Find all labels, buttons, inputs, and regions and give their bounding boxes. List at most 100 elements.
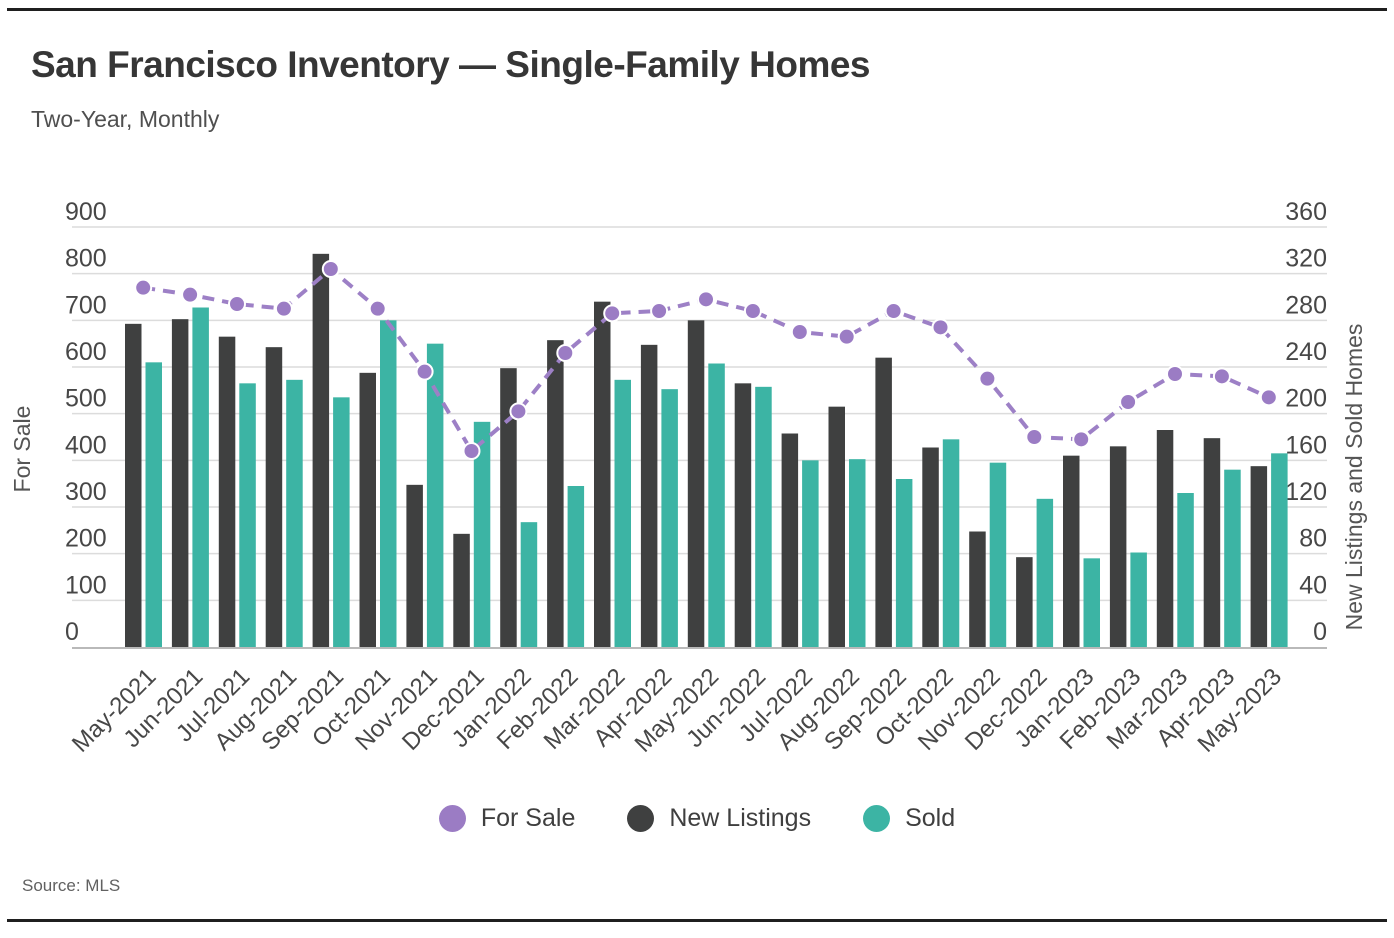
bottom-border-line [7, 919, 1387, 922]
for-sale-marker-Sep-2021 [321, 260, 340, 278]
for-sale-marker-Dec-2022 [1025, 428, 1044, 446]
bar-new-listings-May-2023 [1250, 466, 1268, 647]
bar-new-listings-Apr-2022 [640, 344, 658, 647]
bar-sold-Jan-2023 [1083, 558, 1100, 647]
for-sale-markers [134, 260, 1278, 460]
bar-sold-Mar-2023 [1177, 493, 1194, 647]
x-axis-labels: May-2021Jun-2021Jul-2021Aug-2021Sep-2021… [67, 663, 1287, 758]
for-sale-marker-Nov-2022 [978, 369, 997, 388]
for-sale-marker-Mar-2022 [603, 304, 622, 323]
bar-new-listings-Jun-2022 [734, 383, 752, 647]
bar-sold-Sep-2021 [333, 397, 350, 647]
bar-sold-Feb-2023 [1130, 552, 1147, 647]
y-tick-right: 200 [1285, 385, 1327, 413]
y-axis-left-labels: 900 800 700 600 500 400 300 200 100 0 [65, 198, 107, 646]
y-tick-right: 40 [1299, 571, 1327, 599]
bar-sold-Jan-2022 [520, 522, 538, 647]
bar-new-listings-Mar-2022 [594, 301, 611, 647]
for-sale-marker-Aug-2022 [837, 327, 856, 346]
y-tick-right: 280 [1285, 291, 1327, 319]
y-tick-left: 800 [65, 245, 107, 273]
bar-new-listings-Jan-2022 [500, 368, 517, 647]
bar-new-listings-Feb-2022 [547, 340, 564, 647]
bars-new-listings [125, 253, 1268, 648]
legend-item-sold: Sold [863, 804, 955, 833]
for-sale-marker-Apr-2023 [1212, 367, 1231, 386]
y-tick-right: 360 [1285, 198, 1327, 226]
for-sale-marker-Aug-2021 [274, 299, 293, 318]
y-tick-left: 700 [65, 291, 107, 319]
bar-new-listings-Jul-2022 [781, 433, 799, 647]
for-sale-marker-May-2023 [1259, 388, 1278, 407]
bar-new-listings-Jul-2021 [218, 336, 236, 647]
for-sale-legend-dot-icon [438, 805, 466, 832]
for-sale-marker-Jul-2022 [790, 323, 809, 341]
bar-sold-Jul-2021 [239, 383, 256, 647]
y-tick-right: 120 [1285, 478, 1327, 506]
bar-new-listings-Feb-2023 [1109, 446, 1127, 647]
bar-new-listings-Dec-2022 [1016, 557, 1033, 647]
for-sale-marker-Jun-2022 [743, 302, 762, 320]
y-tick-left: 500 [65, 385, 107, 413]
y-tick-left: 200 [65, 525, 107, 553]
y-tick-right: 320 [1285, 245, 1327, 273]
for-sale-marker-Jun-2021 [181, 285, 200, 304]
bar-sold-Apr-2022 [661, 389, 678, 647]
bar-new-listings-May-2021 [125, 323, 142, 647]
bar-new-listings-Oct-2021 [359, 372, 376, 647]
bar-sold-Jun-2021 [192, 307, 209, 647]
bar-sold-Sep-2022 [895, 479, 913, 647]
bar-sold-Dec-2021 [473, 421, 491, 647]
bar-new-listings-Aug-2021 [265, 347, 283, 647]
bar-sold-May-2021 [145, 362, 162, 647]
bar-new-listings-Nov-2021 [406, 484, 423, 647]
bar-new-listings-Sep-2021 [312, 253, 330, 648]
bar-new-listings-Dec-2021 [453, 533, 470, 647]
bar-new-listings-Oct-2022 [922, 447, 939, 647]
bar-new-listings-Mar-2023 [1156, 430, 1174, 647]
bar-sold-Oct-2022 [942, 439, 960, 647]
bar-sold-Mar-2022 [614, 379, 631, 647]
bar-new-listings-Nov-2022 [969, 531, 986, 647]
bars-sold [145, 307, 1288, 647]
bar-new-listings-May-2022 [687, 320, 705, 647]
page-subtitle: Two-Year, Monthly [31, 106, 220, 132]
for-sale-marker-Feb-2022 [556, 344, 575, 362]
bar-new-listings-Aug-2022 [828, 406, 845, 647]
page-title: San Francisco Inventory — Single-Family … [31, 44, 871, 85]
legend-item-for-sale: For Sale [438, 804, 576, 833]
bar-new-listings-Sep-2022 [875, 357, 892, 647]
for-sale-marker-Oct-2022 [931, 318, 950, 337]
bar-sold-Dec-2022 [1036, 498, 1054, 647]
for-sale-marker-Sep-2022 [884, 302, 903, 320]
sold-legend-dot-icon [863, 805, 891, 832]
bar-sold-Aug-2021 [286, 379, 303, 647]
y-tick-left: 400 [65, 431, 107, 459]
new-listings-legend-dot-icon [627, 805, 655, 832]
left-axis-title: For Sale [9, 406, 35, 493]
bar-new-listings-Jan-2023 [1063, 455, 1080, 647]
y-axis-right-labels: 360 320 280 240 200 160 120 80 40 0 [1285, 198, 1327, 646]
for-sale-marker-Mar-2023 [1166, 365, 1184, 383]
bar-new-listings-Jun-2021 [171, 319, 189, 647]
top-border-line [7, 8, 1387, 11]
y-tick-right: 80 [1299, 525, 1327, 553]
bar-sold-Nov-2022 [989, 462, 1007, 647]
bar-sold-Jun-2022 [755, 386, 772, 647]
legend-label-for-sale: For Sale [480, 804, 576, 832]
for-sale-marker-Jul-2021 [228, 295, 246, 313]
for-sale-marker-Apr-2022 [650, 302, 669, 320]
y-tick-right: 160 [1285, 431, 1327, 459]
for-sale-marker-Oct-2021 [368, 299, 387, 318]
for-sale-marker-May-2022 [697, 290, 715, 309]
for-sale-marker-Jan-2022 [509, 402, 528, 421]
y-tick-left: 900 [65, 198, 107, 226]
legend-item-new-listings: New Listings [627, 804, 811, 833]
bar-sold-Nov-2021 [426, 343, 444, 647]
bar-sold-Oct-2021 [380, 320, 397, 647]
for-sale-marker-Jan-2023 [1072, 430, 1091, 449]
legend-label-sold: Sold [905, 804, 956, 832]
bar-sold-Jul-2022 [802, 460, 819, 647]
